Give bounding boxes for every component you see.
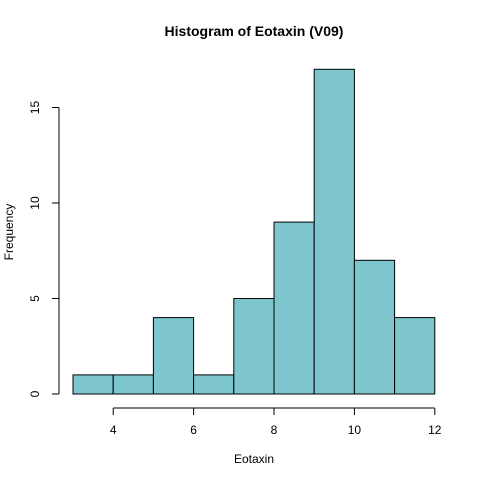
x-axis-label: Eotaxin <box>234 452 274 466</box>
x-tick-label-4: 4 <box>110 423 117 437</box>
chart-title: Histogram of Eotaxin (V09) <box>165 23 344 39</box>
x-tick-label-8: 8 <box>271 423 278 437</box>
histogram-bar-9 <box>394 317 436 395</box>
x-tick-label-6: 6 <box>190 423 197 437</box>
bars <box>72 68 436 395</box>
histogram-bar-7 <box>313 68 355 395</box>
histogram-bar-1 <box>72 374 114 395</box>
histogram-bar-2 <box>112 374 154 395</box>
x-tick-label-12: 12 <box>428 423 442 437</box>
histogram-bar-4 <box>193 374 235 395</box>
y-axis-label: Frequency <box>2 204 16 261</box>
histogram-bar-3 <box>152 317 195 395</box>
y-tick-label-0: 0 <box>28 390 42 397</box>
histogram-bar-8 <box>353 259 396 395</box>
y-tick-label-15: 15 <box>28 101 42 115</box>
y-tick-label-5: 5 <box>28 295 42 302</box>
x-axis: 4 6 8 10 12 <box>110 407 442 437</box>
y-axis: 0 5 10 15 <box>28 101 60 397</box>
x-tick-label-10: 10 <box>348 423 362 437</box>
histogram-bar-6 <box>273 221 315 395</box>
histogram-bar-5 <box>233 298 275 395</box>
y-tick-label-10: 10 <box>28 196 42 210</box>
